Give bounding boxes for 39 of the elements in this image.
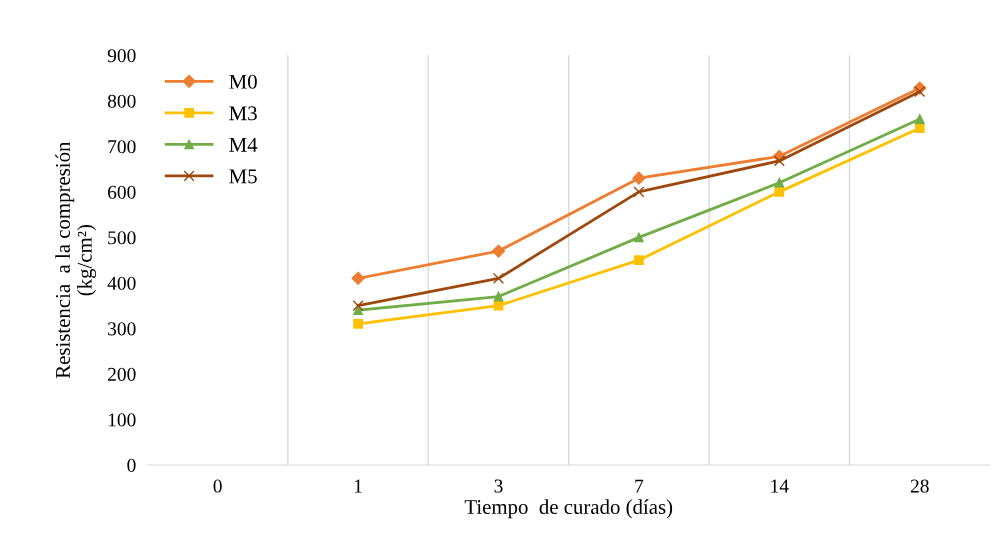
y-tick-label: 400 (107, 276, 136, 290)
y-tick-label: 700 (108, 140, 136, 154)
point (634, 255, 644, 266)
legend-label: M0 (229, 74, 257, 89)
y-tick-label: 500 (108, 231, 136, 245)
point (774, 187, 785, 197)
y-tick-label: 200 (108, 367, 136, 381)
point (491, 244, 506, 258)
point (634, 232, 644, 243)
point (773, 155, 785, 167)
point (914, 86, 926, 98)
x-tick-label: 28 (910, 479, 929, 493)
point (914, 114, 925, 124)
y-tick-label: 100 (108, 413, 136, 427)
point (633, 186, 645, 198)
legend-label: M5 (229, 169, 257, 184)
y-tick-label: 800 (107, 94, 136, 108)
point (353, 319, 363, 329)
y-tick-label: 900 (107, 49, 136, 63)
x-tick-label: 0 (213, 479, 222, 493)
y-tick-label: 300 (108, 322, 136, 336)
y-axis-title: Resistencia a la compresión (kg/cm²) (55, 141, 97, 379)
x-tick-label: 7 (635, 479, 644, 493)
x-tick-label: 1 (354, 479, 362, 493)
point (493, 291, 504, 302)
point (493, 300, 504, 311)
legend-label: M3 (229, 106, 257, 121)
point (351, 271, 365, 285)
point (632, 171, 646, 185)
x-tick-label: 3 (494, 479, 503, 493)
y-tick-label: 0 (127, 458, 136, 472)
legend-label: M4 (229, 137, 258, 152)
x-tick-label: 14 (771, 479, 789, 493)
point (492, 272, 505, 284)
point (914, 123, 925, 133)
y-tick-label: 600 (108, 185, 136, 199)
x-axis-title: Tiempo de curado (días) (464, 499, 673, 519)
point (774, 177, 785, 188)
point (352, 300, 364, 312)
